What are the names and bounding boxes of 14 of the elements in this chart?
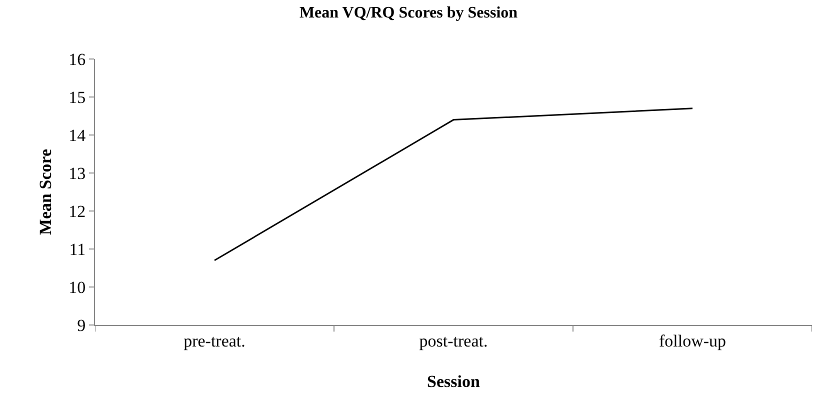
- y-tick-label: 15: [68, 88, 86, 107]
- y-tick-label: 13: [68, 164, 86, 183]
- y-tick-label: 10: [68, 278, 86, 297]
- chart-title: Mean VQ/RQ Scores by Session: [299, 4, 518, 22]
- y-tick-label: 16: [68, 50, 86, 69]
- x-tick-label: post-treat.: [419, 331, 488, 350]
- y-tick-label: 9: [77, 316, 86, 335]
- y-tick-label: 12: [68, 202, 86, 221]
- x-tick-label: pre-treat.: [184, 331, 246, 350]
- y-axis-title: Mean Score: [36, 148, 56, 236]
- x-axis-title: Session: [427, 372, 480, 391]
- y-tick-label: 14: [68, 126, 86, 145]
- x-tick-label: follow-up: [658, 331, 726, 350]
- y-tick-label: 11: [69, 240, 86, 259]
